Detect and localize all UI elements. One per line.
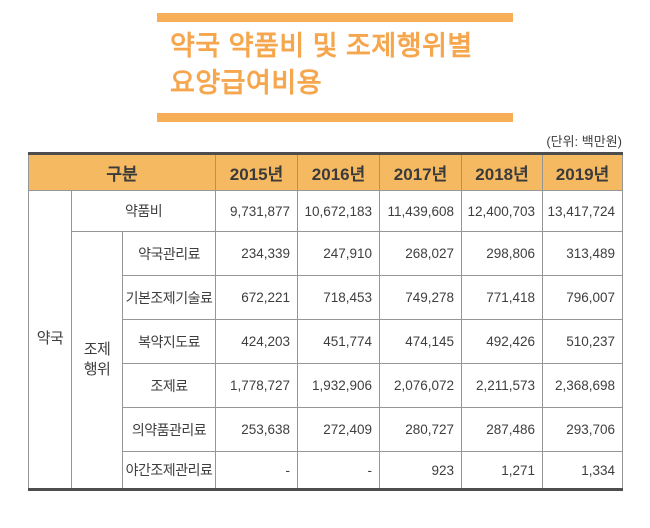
value-cell: 492,426 <box>461 319 544 364</box>
table-row: 의약품관리료 253,638 272,409 280,727 287,486 2… <box>29 407 624 452</box>
value-cell: 272,409 <box>297 407 381 452</box>
value-cell: 771,418 <box>461 275 544 320</box>
col-header-year-2016: 2016년 <box>297 153 381 191</box>
value-cell: 247,910 <box>297 231 381 276</box>
row-group-label: 약국 <box>28 190 72 490</box>
data-table: 구분 2015년 2016년 2017년 2018년 2019년 약국 약품비 … <box>27 152 624 491</box>
subgroup-line1: 조제 <box>83 340 111 358</box>
value-cell: 13,417,724 <box>542 190 624 232</box>
value-cell: 510,237 <box>542 319 624 364</box>
col-header-gubun: 구분 <box>27 153 217 191</box>
value-cell: 1,271 <box>461 451 544 490</box>
value-cell: 474,145 <box>379 319 463 364</box>
page-title-line2: 요양급여비용 <box>170 68 323 99</box>
title-top-bar <box>157 13 513 22</box>
value-cell: 280,727 <box>379 407 463 452</box>
value-cell: 749,278 <box>379 275 463 320</box>
value-cell: 2,211,573 <box>461 363 544 408</box>
unit-label: (단위: 백만원) <box>546 134 622 149</box>
table-header-row: 구분 2015년 2016년 2017년 2018년 2019년 <box>27 153 624 191</box>
value-cell: 234,339 <box>215 231 299 276</box>
value-cell: 268,027 <box>379 231 463 276</box>
subgroup-line2: 행위 <box>83 361 111 378</box>
col-header-year-2019: 2019년 <box>542 153 624 191</box>
table-row: 야간조제관리료 - - 923 1,271 1,334 <box>29 451 624 490</box>
value-cell: 451,774 <box>297 319 381 364</box>
page-title: 약국 약품비 및 조제행위별 요양급여비용 <box>170 28 590 103</box>
value-cell: 1,334 <box>542 451 624 490</box>
value-cell: 1,932,906 <box>297 363 381 408</box>
value-cell: 11,439,608 <box>379 190 463 232</box>
row-label: 약국관리료 <box>121 231 217 276</box>
value-cell: 672,221 <box>215 275 299 320</box>
value-cell: 287,486 <box>461 407 544 452</box>
col-header-year-2015: 2015년 <box>215 153 299 191</box>
value-cell: 313,489 <box>542 231 624 276</box>
table-row: 약국 약품비 9,731,877 10,672,183 11,439,608 1… <box>28 190 624 490</box>
row-label: 복약지도료 <box>121 319 217 364</box>
row-label: 의약품관리료 <box>121 407 217 452</box>
value-cell: 923 <box>379 451 463 490</box>
row-label: 야간조제관리료 <box>121 451 217 490</box>
col-header-year-2018: 2018년 <box>461 153 544 191</box>
value-cell: 1,778,727 <box>215 363 299 408</box>
page-title-line1: 약국 약품비 및 조제행위별 <box>170 31 473 61</box>
value-cell: 293,706 <box>542 407 624 452</box>
table-row: 복약지도료 424,203 451,774 474,145 492,426 51… <box>29 319 624 364</box>
value-cell: 253,638 <box>215 407 299 452</box>
value-cell: 796,007 <box>542 275 624 320</box>
table-row: 조제료 1,778,727 1,932,906 2,076,072 2,211,… <box>29 363 624 408</box>
value-cell: 424,203 <box>215 319 299 364</box>
row-label: 조제료 <box>121 363 217 408</box>
value-cell: 2,368,698 <box>542 363 624 408</box>
value-cell: 10,672,183 <box>297 190 381 232</box>
row-label: 약품비 <box>70 190 217 232</box>
table-row: 기본조제기술료 672,221 718,453 749,278 771,418 … <box>29 275 624 320</box>
row-label: 기본조제기술료 <box>121 275 217 320</box>
value-cell: 9,731,877 <box>215 190 299 232</box>
value-cell: 2,076,072 <box>379 363 463 408</box>
value-cell: 298,806 <box>461 231 544 276</box>
value-cell: 12,400,703 <box>461 190 544 232</box>
value-cell: - <box>297 451 381 490</box>
title-bottom-bar <box>157 113 513 122</box>
value-cell: - <box>215 451 299 490</box>
col-header-year-2017: 2017년 <box>379 153 463 191</box>
value-cell: 718,453 <box>297 275 381 320</box>
